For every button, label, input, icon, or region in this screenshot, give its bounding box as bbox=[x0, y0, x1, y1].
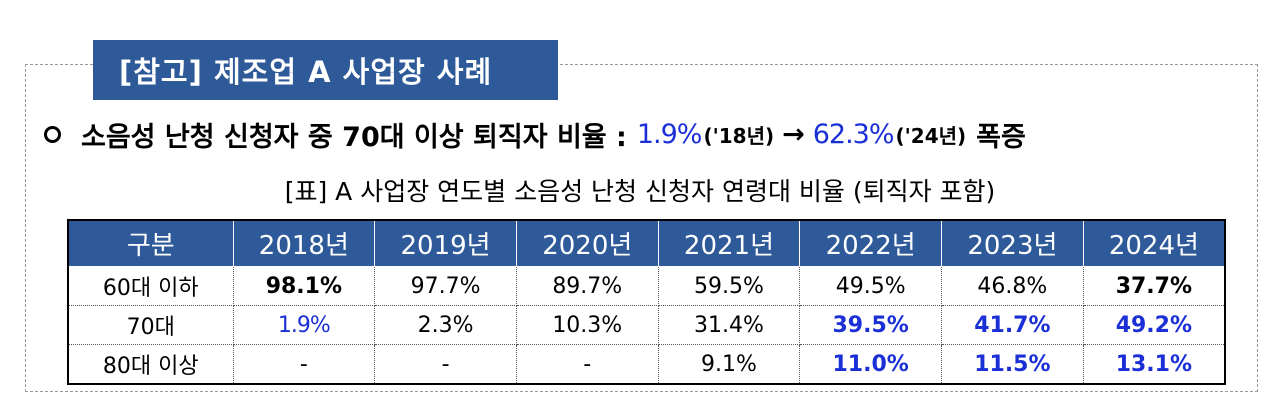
table-cell: - bbox=[374, 344, 517, 385]
row-label: 60대 이하 bbox=[67, 266, 234, 306]
table-cell: 98.1% bbox=[232, 266, 376, 306]
table-row: 70대 1.9% 2.3% 10.3% 31.4% 39.5% 41.7% 49… bbox=[67, 305, 1226, 345]
table-header-cell: 2022년 bbox=[799, 219, 943, 267]
row-label: 80대 이상 bbox=[67, 344, 234, 385]
table-cell: - bbox=[232, 344, 376, 385]
content-frame bbox=[25, 64, 1258, 392]
table-cell: 9.1% bbox=[657, 344, 801, 385]
headline-value-from: 1.9% bbox=[636, 118, 703, 150]
table-header-cell: 2023년 bbox=[941, 219, 1084, 267]
table-cell: 13.1% bbox=[1082, 344, 1226, 385]
table-cell: 49.5% bbox=[799, 266, 943, 306]
table-header-cell: 구분 bbox=[67, 219, 234, 267]
table-cell: - bbox=[515, 344, 659, 385]
table-cell: 59.5% bbox=[657, 266, 801, 306]
headline: 소음성 난청 신청자 중 70대 이상 퇴직자 비율 : 1.9% ('18년)… bbox=[44, 112, 1026, 156]
table-caption: [표] A 사업장 연도별 소음성 난청 신청자 연령대 비율 (퇴직자 포함) bbox=[284, 177, 996, 206]
table-cell: 37.7% bbox=[1082, 266, 1226, 306]
headline-year-from: ('18년) bbox=[703, 123, 775, 148]
headline-text: 소음성 난청 신청자 중 70대 이상 퇴직자 비율 : bbox=[81, 121, 627, 153]
table-cell: 31.4% bbox=[657, 305, 801, 345]
row-label: 70대 bbox=[67, 305, 234, 345]
table-header-row: 구분 2018년 2019년 2020년 2021년 2022년 2023년 2… bbox=[67, 219, 1226, 267]
table-row: 80대 이상 - - - 9.1% 11.0% 11.5% 13.1% bbox=[67, 344, 1226, 385]
table-header-cell: 2021년 bbox=[657, 219, 801, 267]
table-cell: 97.7% bbox=[374, 266, 517, 306]
headline-suffix: 폭증 bbox=[976, 121, 1026, 153]
table-row: 60대 이하 98.1% 97.7% 89.7% 59.5% 49.5% 46.… bbox=[67, 266, 1226, 306]
table-cell: 39.5% bbox=[799, 305, 943, 345]
table-header-cell: 2018년 bbox=[232, 219, 376, 267]
table-cell: 41.7% bbox=[941, 305, 1084, 345]
table-cell: 49.2% bbox=[1082, 305, 1226, 345]
table-cell: 11.0% bbox=[799, 344, 943, 385]
circle-bullet-icon bbox=[44, 125, 61, 143]
table-cell: 89.7% bbox=[515, 266, 659, 306]
table-cell: 11.5% bbox=[941, 344, 1084, 385]
table-header-cell: 2020년 bbox=[515, 219, 659, 267]
table-header-cell: 2024년 bbox=[1082, 219, 1226, 267]
headline-year-to: ('24년) bbox=[895, 123, 967, 148]
age-ratio-table: 구분 2018년 2019년 2020년 2021년 2022년 2023년 2… bbox=[67, 219, 1226, 385]
table-cell: 46.8% bbox=[941, 266, 1084, 306]
table-cell: 10.3% bbox=[515, 305, 659, 345]
arrow-icon: → bbox=[782, 118, 805, 150]
section-title: [참고] 제조업 A 사업장 사례 bbox=[93, 40, 558, 100]
headline-value-to: 62.3% bbox=[812, 118, 895, 150]
table-cell: 2.3% bbox=[374, 305, 517, 345]
table-cell: 1.9% bbox=[232, 305, 376, 345]
table-header-cell: 2019년 bbox=[374, 219, 517, 267]
